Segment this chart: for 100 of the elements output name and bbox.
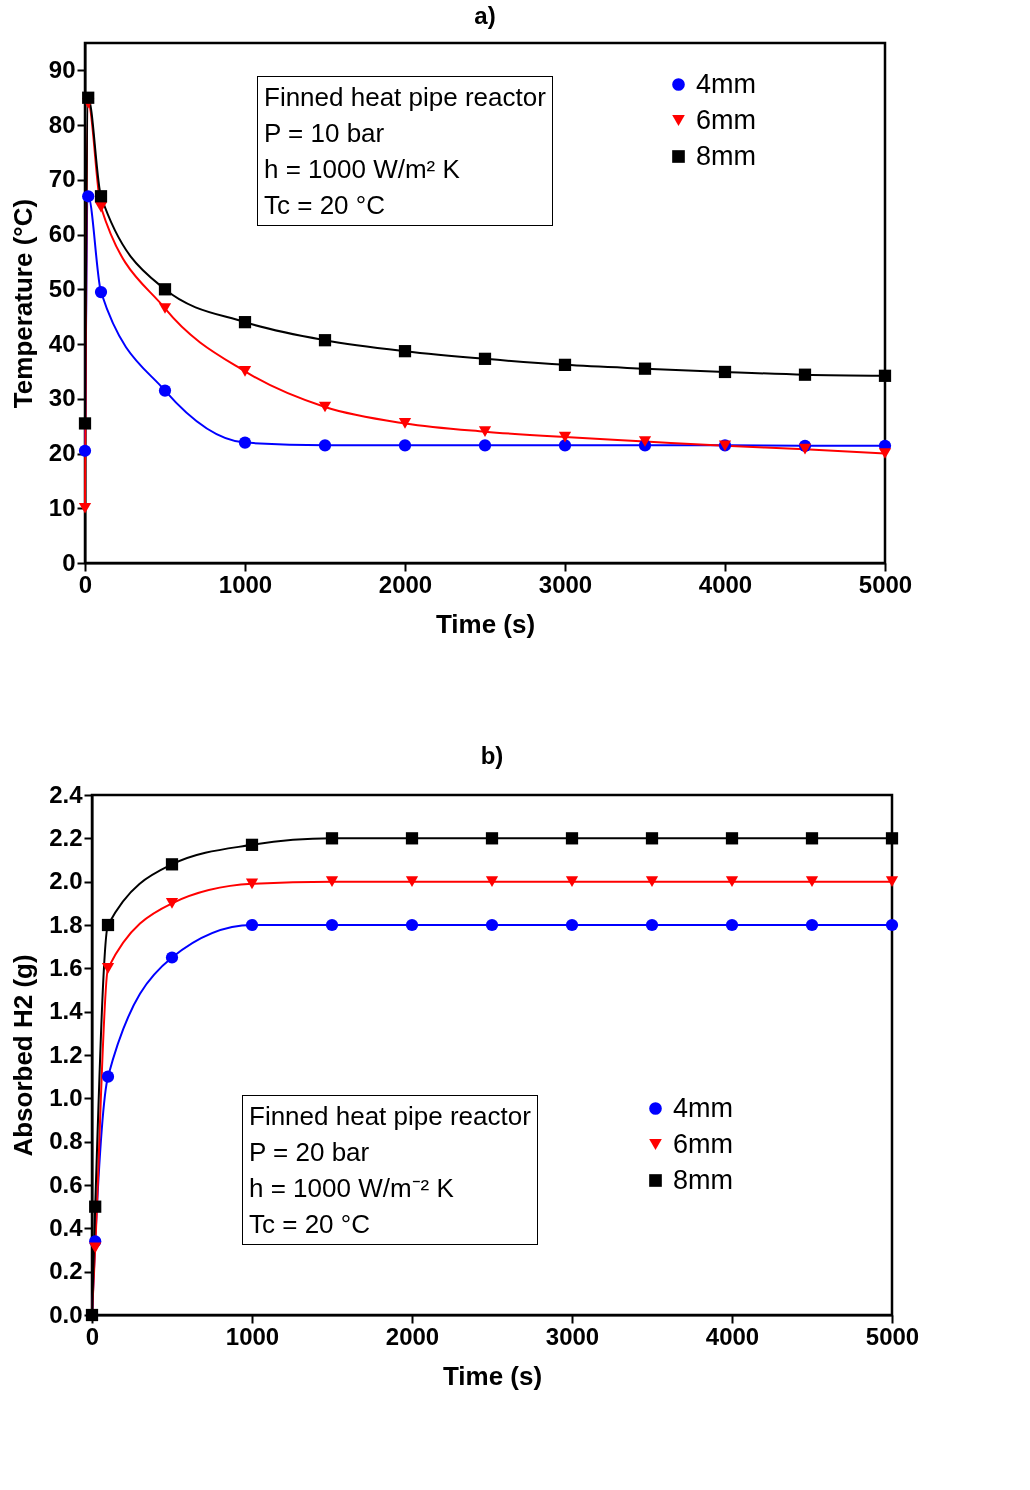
point xyxy=(238,316,252,329)
x-tick-label: 2000 xyxy=(378,570,433,598)
point xyxy=(89,1242,102,1254)
annotation: Tc = 20 °C xyxy=(249,1208,371,1241)
annotation: h = 1000 W/m² K xyxy=(264,153,461,186)
point xyxy=(101,1070,115,1083)
x-axis-title: Time (s) xyxy=(442,1360,543,1391)
y-tick-label: 10 xyxy=(48,493,76,521)
chart-title: a) xyxy=(474,2,496,29)
point xyxy=(405,832,419,845)
x-tick-label: 3000 xyxy=(545,1322,600,1350)
point xyxy=(798,443,812,455)
point xyxy=(101,963,115,974)
x-tick-label: 1000 xyxy=(225,1322,280,1350)
point xyxy=(398,439,412,452)
y-tick-label: 2.4 xyxy=(49,780,84,808)
point xyxy=(558,358,572,371)
y-tick-label: 1.6 xyxy=(49,953,83,981)
y-tick-label: 2.2 xyxy=(49,823,83,851)
legend-label: 8mm xyxy=(696,140,756,171)
point xyxy=(885,918,899,932)
x-tick-label: 2000 xyxy=(385,1322,440,1350)
point xyxy=(485,918,499,932)
annotation: P = 20 bar xyxy=(249,1136,371,1169)
y-axis-title: Temperature (°C) xyxy=(7,198,38,409)
legend-label: 4mm xyxy=(696,68,756,99)
point xyxy=(485,832,499,845)
point xyxy=(318,439,332,452)
point xyxy=(398,418,412,429)
y-tick-label: 0 xyxy=(62,548,76,576)
point xyxy=(478,426,492,437)
point xyxy=(878,369,892,382)
point xyxy=(165,858,179,871)
point xyxy=(565,832,579,845)
point xyxy=(885,876,899,887)
chart-title: b) xyxy=(480,742,504,769)
point xyxy=(245,878,259,890)
annotation: Tc = 20 °C xyxy=(264,189,386,222)
point xyxy=(405,876,419,887)
point xyxy=(478,352,492,365)
point xyxy=(805,918,819,932)
point xyxy=(798,368,812,381)
point xyxy=(718,365,732,379)
point xyxy=(485,876,499,887)
point xyxy=(325,832,339,845)
point xyxy=(245,838,259,851)
y-tick-label: 0.6 xyxy=(49,1170,83,1198)
legend-label: 8mm xyxy=(673,1164,733,1195)
y-tick-label: 80 xyxy=(48,110,76,138)
point xyxy=(638,436,652,447)
point xyxy=(245,918,259,932)
y-tick-label: 0.2 xyxy=(49,1257,83,1285)
y-tick-label: 70 xyxy=(48,165,76,193)
x-tick-label: 5000 xyxy=(858,570,913,598)
point xyxy=(405,918,419,932)
point xyxy=(565,876,579,887)
point xyxy=(82,190,95,203)
point xyxy=(238,436,252,449)
x-tick-label: 4000 xyxy=(705,1322,760,1350)
point xyxy=(725,832,739,845)
point xyxy=(725,876,739,887)
point xyxy=(478,439,492,452)
y-tick-label: 40 xyxy=(48,329,76,357)
point xyxy=(325,876,339,887)
y-tick-label: 0.4 xyxy=(49,1213,84,1241)
annotation: Finned heat pipe reactor xyxy=(249,1100,531,1133)
point xyxy=(645,918,659,932)
annotation: h = 1000 W/m⁻² K xyxy=(249,1172,455,1205)
y-tick-label: 90 xyxy=(48,55,76,83)
point xyxy=(638,362,652,375)
y-tick-label: 1.0 xyxy=(49,1083,83,1111)
point xyxy=(645,832,659,845)
point xyxy=(94,190,108,203)
point xyxy=(325,918,339,932)
annotation: Finned heat pipe reactor xyxy=(264,81,546,114)
point xyxy=(165,898,179,909)
x-tick-label: 1000 xyxy=(218,570,273,598)
point xyxy=(101,918,115,932)
point xyxy=(94,285,108,299)
point xyxy=(318,334,332,347)
point xyxy=(78,417,92,430)
point xyxy=(238,366,252,377)
legend-label: 6mm xyxy=(673,1128,733,1159)
x-axis-title: Time (s) xyxy=(435,608,536,639)
point xyxy=(878,448,892,459)
x-tick-label: 4000 xyxy=(698,570,753,598)
y-axis-title: Absorbed H2 (g) xyxy=(8,954,39,1157)
legend-label: 6mm xyxy=(696,104,756,135)
point xyxy=(645,876,659,887)
point xyxy=(885,832,899,845)
x-tick-label: 5000 xyxy=(865,1322,920,1350)
point xyxy=(78,502,92,514)
y-tick-label: 1.4 xyxy=(49,997,84,1025)
point xyxy=(165,951,179,964)
point xyxy=(398,345,412,358)
y-tick-label: 1.2 xyxy=(49,1040,83,1068)
point xyxy=(805,876,819,887)
point xyxy=(158,303,172,314)
point xyxy=(565,918,579,932)
y-tick-label: 2.0 xyxy=(49,867,83,895)
